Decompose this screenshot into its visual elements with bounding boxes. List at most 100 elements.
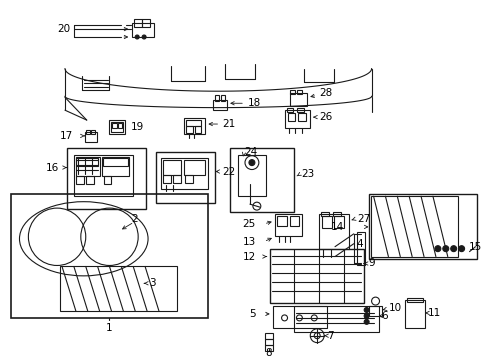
- Text: 7: 7: [326, 331, 333, 341]
- Bar: [272, 306, 326, 328]
- Bar: [289, 93, 306, 106]
- Circle shape: [248, 159, 254, 166]
- Text: 19: 19: [131, 122, 144, 132]
- Bar: [368, 194, 476, 258]
- Bar: [102, 157, 129, 176]
- Bar: [112, 123, 117, 128]
- Bar: [274, 214, 302, 236]
- Text: 5: 5: [249, 309, 255, 319]
- Circle shape: [458, 246, 464, 252]
- Text: 25: 25: [242, 219, 255, 229]
- Bar: [60, 266, 176, 311]
- Bar: [90, 130, 95, 134]
- Bar: [322, 216, 331, 228]
- Text: 13: 13: [242, 237, 255, 247]
- Bar: [319, 214, 348, 249]
- Bar: [67, 148, 146, 209]
- Bar: [298, 113, 305, 121]
- Bar: [405, 300, 424, 328]
- Circle shape: [442, 246, 448, 252]
- Bar: [213, 100, 227, 110]
- Text: 27: 27: [356, 214, 369, 224]
- Circle shape: [364, 307, 368, 312]
- Bar: [102, 158, 128, 166]
- Text: 17: 17: [60, 131, 73, 141]
- Bar: [76, 176, 83, 184]
- Text: 15: 15: [468, 242, 481, 252]
- Bar: [163, 175, 170, 183]
- Text: 24: 24: [244, 147, 257, 157]
- Bar: [109, 120, 125, 134]
- Bar: [264, 339, 272, 345]
- Bar: [333, 216, 343, 228]
- Bar: [284, 110, 310, 128]
- Bar: [269, 249, 363, 303]
- Bar: [264, 345, 272, 351]
- Text: 26: 26: [319, 112, 332, 122]
- Bar: [11, 194, 208, 318]
- Bar: [356, 232, 364, 265]
- Bar: [194, 126, 201, 133]
- Text: 18: 18: [247, 98, 261, 108]
- Bar: [183, 118, 205, 134]
- Text: 11: 11: [427, 308, 440, 318]
- Text: 9: 9: [368, 258, 374, 269]
- Bar: [185, 120, 201, 126]
- Circle shape: [142, 35, 146, 39]
- Bar: [230, 148, 294, 212]
- Bar: [276, 216, 286, 226]
- Bar: [297, 108, 304, 112]
- Bar: [134, 19, 142, 27]
- Bar: [161, 158, 208, 189]
- Bar: [118, 123, 122, 128]
- Text: 12: 12: [242, 252, 255, 262]
- Bar: [85, 130, 89, 134]
- Text: 2: 2: [131, 214, 138, 224]
- Bar: [297, 90, 302, 94]
- Bar: [264, 333, 272, 339]
- Bar: [287, 113, 295, 121]
- Text: 3: 3: [149, 278, 155, 288]
- Bar: [185, 126, 192, 133]
- Bar: [290, 90, 295, 94]
- Text: 28: 28: [319, 88, 332, 98]
- Text: 14: 14: [330, 222, 343, 232]
- Circle shape: [364, 314, 368, 318]
- Bar: [221, 95, 225, 101]
- Bar: [183, 159, 205, 175]
- Bar: [76, 158, 98, 166]
- Bar: [132, 23, 154, 37]
- Bar: [368, 306, 382, 316]
- Text: 16: 16: [46, 163, 60, 172]
- Bar: [294, 306, 378, 332]
- Bar: [172, 175, 181, 183]
- Bar: [184, 175, 192, 183]
- Bar: [85, 176, 94, 184]
- Text: 20: 20: [57, 24, 70, 34]
- Bar: [289, 216, 299, 226]
- Circle shape: [450, 246, 456, 252]
- Text: 22: 22: [222, 167, 235, 176]
- Bar: [215, 95, 219, 101]
- Text: 8: 8: [265, 347, 271, 357]
- Text: 1: 1: [106, 323, 113, 333]
- Circle shape: [434, 246, 440, 252]
- Text: 4: 4: [356, 239, 363, 249]
- Bar: [286, 108, 293, 112]
- Bar: [163, 159, 181, 175]
- Text: 6: 6: [381, 311, 387, 321]
- Bar: [407, 298, 422, 302]
- Bar: [370, 196, 457, 257]
- Bar: [238, 155, 265, 196]
- Bar: [76, 157, 100, 176]
- Bar: [84, 132, 97, 142]
- Text: 21: 21: [222, 119, 235, 129]
- Bar: [111, 122, 123, 132]
- Circle shape: [364, 319, 368, 324]
- Bar: [156, 152, 215, 203]
- Text: 23: 23: [301, 170, 314, 180]
- Text: 10: 10: [387, 303, 401, 313]
- Bar: [321, 212, 328, 216]
- Bar: [142, 19, 150, 27]
- Bar: [103, 176, 111, 184]
